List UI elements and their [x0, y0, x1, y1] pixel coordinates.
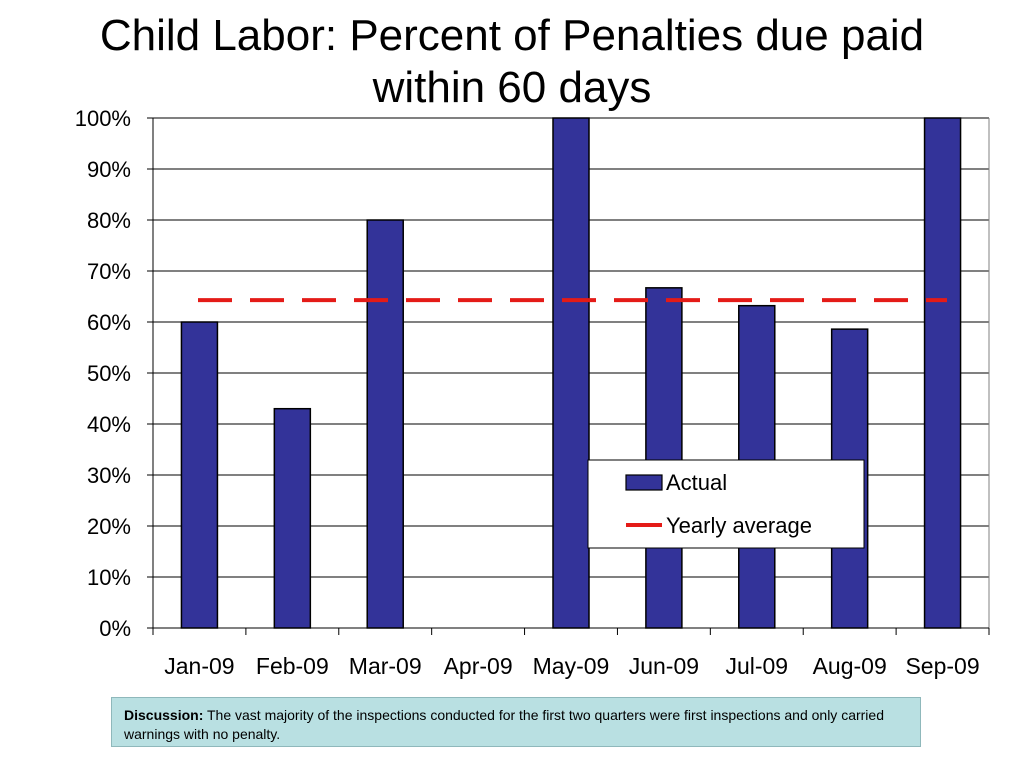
y-tick-label: 70% [87, 259, 131, 284]
bar-may-09 [552, 117, 590, 629]
discussion-label: Discussion: [124, 707, 204, 723]
x-tick-label: Feb-09 [256, 653, 329, 679]
y-tick-label: 10% [87, 565, 131, 590]
discussion-text: The vast majority of the inspections con… [124, 707, 884, 742]
bar-sep-09 [923, 117, 962, 629]
y-tick-label: 0% [99, 616, 131, 641]
y-tick-label: 20% [87, 514, 131, 539]
y-tick-label: 30% [87, 463, 131, 488]
x-tick-label: Apr-09 [444, 653, 513, 679]
bar-feb-09 [273, 407, 312, 629]
x-tick-label: Mar-09 [349, 653, 422, 679]
discussion-box: Discussion: The vast majority of the ins… [111, 697, 921, 747]
x-tick-label: Jun-09 [629, 653, 699, 679]
legend-label-actual: Actual [666, 470, 727, 495]
bar-jun-09 [645, 287, 683, 629]
y-tick-label: 40% [87, 412, 131, 437]
title-line-1: Child Labor: Percent of Penalties due pa… [99, 11, 925, 60]
x-tick-label: Sep-09 [905, 653, 979, 679]
title-line-2: within 60 days [372, 63, 652, 112]
y-tick-label: 60% [87, 310, 131, 335]
y-tick-label: 80% [87, 208, 131, 233]
y-tick-label: 90% [87, 157, 131, 182]
y-tick-label: 50% [87, 361, 131, 386]
bar-jan-09 [180, 321, 219, 629]
page-title: Child Labor: Percent of Penalties due pa… [0, 10, 1024, 114]
x-tick-label: Jan-09 [164, 653, 234, 679]
legend-swatch-actual [625, 474, 663, 491]
x-tick-label: Aug-09 [813, 653, 887, 679]
bar-mar-09 [366, 219, 404, 629]
x-tick-label: May-09 [533, 653, 610, 679]
x-tick-label: Jul-09 [725, 653, 788, 679]
legend-label-average: Yearly average [666, 513, 812, 538]
bar-chart: 0% 10% 20% 30% 40% 50% 60% 70% 80% 90% 100% Jan-09 F… [75, 106, 990, 679]
y-tick-label: 100% [75, 106, 131, 131]
